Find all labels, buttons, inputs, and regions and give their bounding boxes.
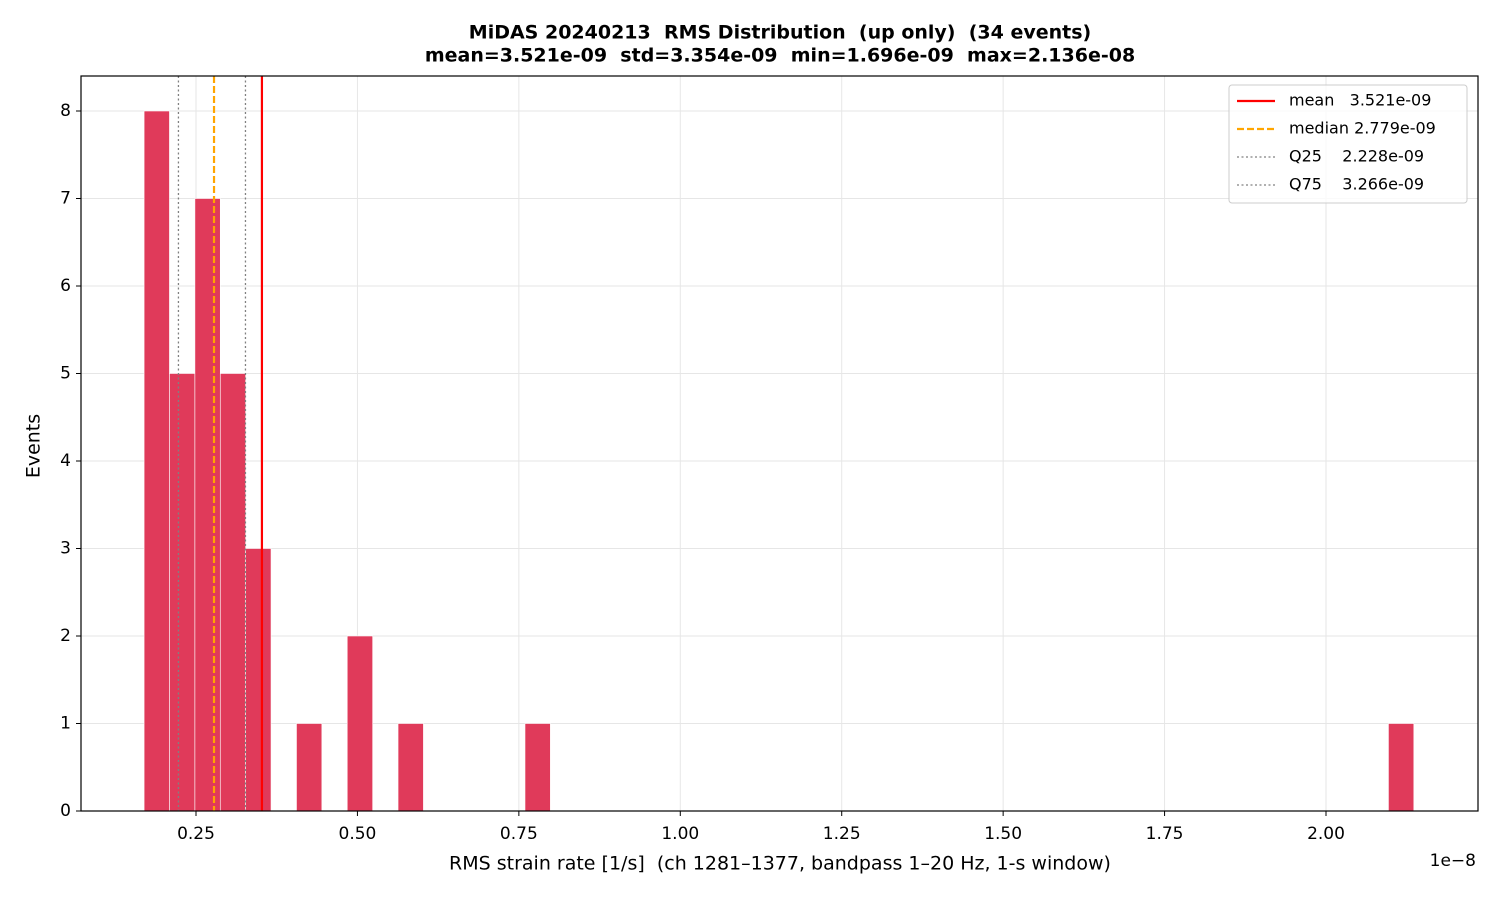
bar <box>245 548 272 812</box>
x-tick-label: 1.00 <box>661 824 699 844</box>
legend-label: median 2.779e-09 <box>1289 119 1436 138</box>
bar <box>397 723 424 812</box>
y-tick-label: 8 <box>60 101 71 121</box>
x-tick-label: 1.50 <box>984 824 1022 844</box>
x-tick-label: 1.75 <box>1146 824 1184 844</box>
bar <box>194 198 221 812</box>
x-tick-label: 0.25 <box>177 824 215 844</box>
bar <box>296 723 323 812</box>
chart-title: MiDAS 20240213 RMS Distribution (up only… <box>469 22 1091 44</box>
bar <box>219 373 246 812</box>
x-offset-label: 1e−8 <box>1430 851 1476 871</box>
y-tick-label: 2 <box>60 626 71 646</box>
bar <box>143 110 170 812</box>
y-tick-label: 5 <box>60 364 71 384</box>
y-tick-label: 4 <box>60 451 71 471</box>
x-tick-label: 2.00 <box>1307 824 1345 844</box>
bar <box>524 723 551 812</box>
bar <box>346 635 373 812</box>
legend: mean 3.521e-09 median 2.779e-09 Q25 2.228e… <box>1228 84 1468 204</box>
legend-box <box>1228 84 1468 204</box>
y-tick-label: 0 <box>60 801 71 821</box>
x-tick-label: 1.25 <box>823 824 861 844</box>
bar <box>169 373 196 812</box>
y-tick-label: 3 <box>60 539 71 559</box>
legend-label: mean 3.521e-09 <box>1289 91 1431 110</box>
x-tick-label: 0.75 <box>500 824 538 844</box>
x-tick-label: 0.50 <box>339 824 377 844</box>
y-axis-label: Events <box>23 414 45 478</box>
chart-subtitle: mean=3.521e-09 std=3.354e-09 min=1.696e-… <box>425 45 1135 67</box>
y-tick-label: 1 <box>60 714 71 734</box>
plot-frame <box>80 75 1479 812</box>
y-tick-label: 6 <box>60 276 71 296</box>
bar <box>1388 723 1415 812</box>
y-tick-label: 7 <box>60 189 71 209</box>
x-axis-label: RMS strain rate [1/s] (ch 1281–1377, ban… <box>449 853 1111 875</box>
legend-label: Q25 2.228e-09 <box>1289 147 1424 166</box>
legend-label: Q75 3.266e-09 <box>1289 175 1424 194</box>
